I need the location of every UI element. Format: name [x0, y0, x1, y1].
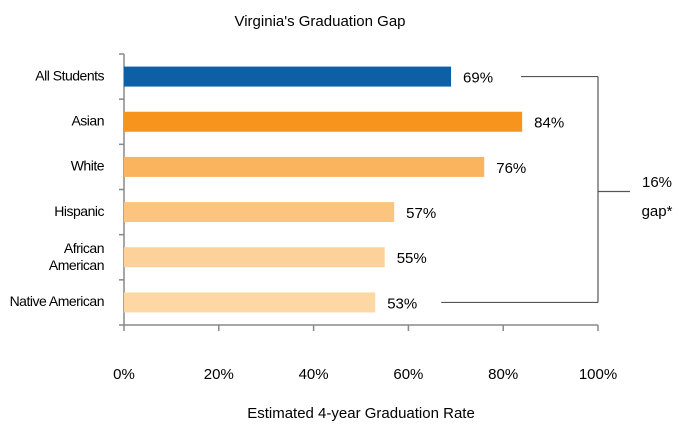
- annotation: 16%: [642, 174, 672, 191]
- value-label: 84%: [534, 115, 564, 132]
- x-tick-label: 60%: [393, 366, 423, 383]
- bar: [124, 202, 395, 223]
- value-label: 57%: [406, 205, 436, 222]
- bar: [124, 66, 452, 87]
- value-label: 55%: [397, 250, 427, 267]
- x-tick-label: 100%: [579, 366, 617, 383]
- bar: [124, 156, 485, 177]
- value-label: 76%: [496, 160, 526, 177]
- value-label: 69%: [463, 70, 493, 87]
- annotation: gap*: [642, 203, 673, 220]
- value-label: 53%: [387, 295, 417, 312]
- bar: [124, 292, 376, 313]
- y-tick-label: Asian: [71, 112, 104, 128]
- bar: [124, 247, 385, 268]
- y-tick-label: African American: [46, 239, 104, 272]
- x-tick-label: 80%: [488, 366, 518, 383]
- x-axis-title: Estimated 4-year Graduation Rate: [247, 405, 475, 422]
- x-tick-label: 0%: [113, 366, 135, 383]
- bar: [124, 111, 523, 132]
- y-tick-label: Hispanic: [54, 203, 104, 219]
- x-tick-label: 40%: [299, 366, 329, 383]
- y-tick-label: Native American: [10, 293, 104, 309]
- x-tick-label: 20%: [204, 366, 234, 383]
- y-tick-label: All Students: [35, 67, 104, 83]
- chart-title: Virginia's Graduation Gap: [234, 13, 405, 30]
- y-tick-label: White: [71, 158, 105, 174]
